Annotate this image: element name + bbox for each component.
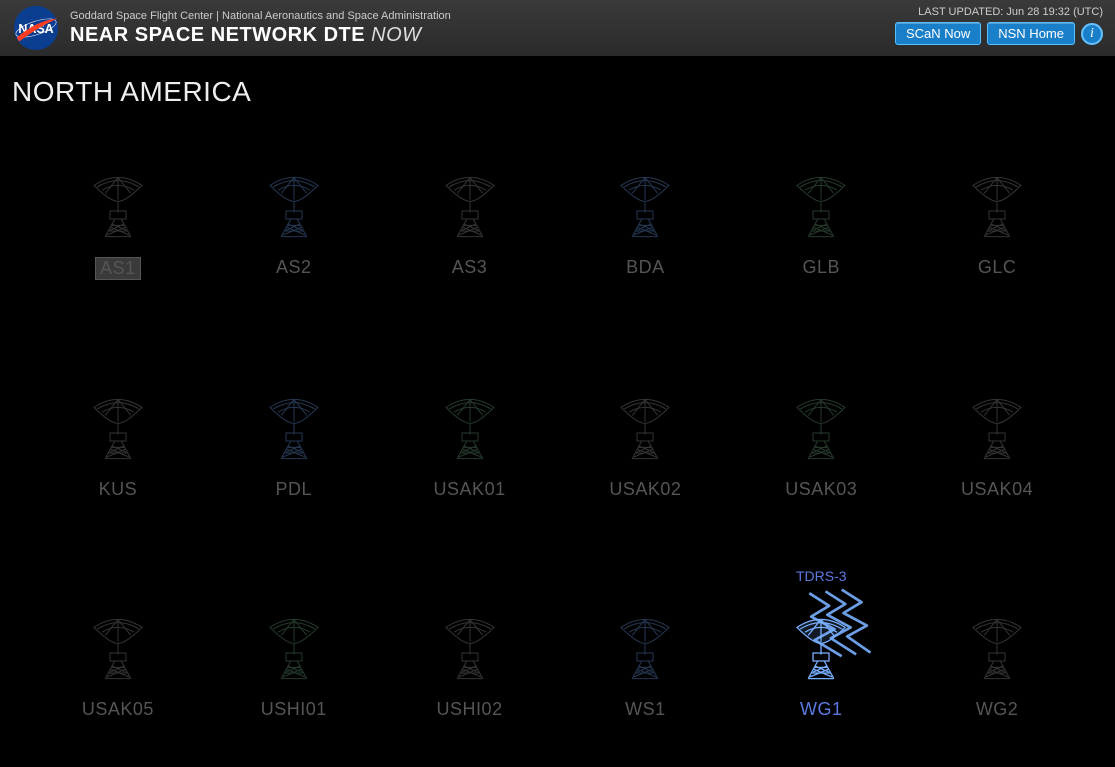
scan-now-button[interactable]: SCaN Now — [895, 22, 981, 45]
antenna-wrap — [78, 148, 158, 243]
station-label: GLB — [802, 257, 840, 278]
antenna-icon — [781, 385, 861, 465]
antenna-icon — [78, 163, 158, 243]
antenna-icon — [254, 385, 334, 465]
antenna-wrap — [781, 370, 861, 465]
site-title: NEAR SPACE NETWORK DTE NOW — [70, 24, 451, 47]
antenna-wrap — [957, 590, 1037, 685]
station-label: USHI01 — [261, 699, 327, 720]
nav-buttons: SCaN Now NSN Home i — [895, 22, 1103, 45]
signal-waves — [799, 586, 889, 681]
station-usak01[interactable]: USAK01 — [382, 370, 558, 500]
antenna-icon — [957, 605, 1037, 685]
station-glc[interactable]: GLC — [909, 148, 1085, 280]
station-ws1[interactable]: WS1 — [557, 590, 733, 720]
antenna-wrap — [430, 370, 510, 465]
station-label: AS1 — [95, 257, 141, 280]
antenna-wrap — [781, 590, 861, 685]
antenna-wrap — [781, 148, 861, 243]
station-usak04[interactable]: USAK04 — [909, 370, 1085, 500]
station-label: KUS — [99, 479, 138, 500]
antenna-wrap — [430, 148, 510, 243]
region-title: NORTH AMERICA — [12, 76, 1115, 108]
antenna-wrap — [78, 370, 158, 465]
org-line: Goddard Space Flight Center | National A… — [70, 10, 451, 22]
header-right: LAST UPDATED: Jun 28 19:32 (UTC) SCaN No… — [895, 6, 1103, 45]
station-grid: AS1 AS2 — [0, 108, 1115, 720]
antenna-icon — [254, 605, 334, 685]
antenna-wrap — [254, 370, 334, 465]
station-label: GLC — [978, 257, 1017, 278]
info-icon[interactable]: i — [1081, 23, 1103, 45]
header-titles: Goddard Space Flight Center | National A… — [70, 10, 451, 47]
antenna-icon — [78, 605, 158, 685]
site-header: NASA Goddard Space Flight Center | Natio… — [0, 0, 1115, 56]
antenna-wrap — [605, 148, 685, 243]
antenna-wrap — [254, 148, 334, 243]
station-as2[interactable]: AS2 — [206, 148, 382, 280]
station-glb[interactable]: GLB — [733, 148, 909, 280]
station-ushi02[interactable]: USHI02 — [382, 590, 558, 720]
station-as3[interactable]: AS3 — [382, 148, 558, 280]
station-usak05[interactable]: USAK05 — [30, 590, 206, 720]
last-updated: LAST UPDATED: Jun 28 19:32 (UTC) — [895, 6, 1103, 18]
station-usak02[interactable]: USAK02 — [557, 370, 733, 500]
station-label: WG2 — [976, 699, 1019, 720]
antenna-icon — [430, 605, 510, 685]
station-label: WS1 — [625, 699, 666, 720]
antenna-icon — [430, 163, 510, 243]
antenna-icon — [605, 385, 685, 465]
station-usak03[interactable]: USAK03 — [733, 370, 909, 500]
antenna-icon — [430, 385, 510, 465]
station-ushi01[interactable]: USHI01 — [206, 590, 382, 720]
signal-label: TDRS-3 — [796, 568, 847, 584]
antenna-wrap — [605, 590, 685, 685]
station-label: USAK01 — [434, 479, 506, 500]
signal-icon — [799, 586, 889, 676]
station-bda[interactable]: BDA — [557, 148, 733, 280]
antenna-icon — [957, 163, 1037, 243]
station-wg1[interactable]: TDRS-3 — [733, 590, 909, 720]
station-label: AS2 — [276, 257, 312, 278]
station-wg2[interactable]: WG2 — [909, 590, 1085, 720]
antenna-icon — [254, 163, 334, 243]
station-label: AS3 — [452, 257, 488, 278]
site-title-main: NEAR SPACE NETWORK DTE — [70, 24, 365, 46]
station-label: PDL — [275, 479, 312, 500]
antenna-icon — [605, 163, 685, 243]
station-label: USAK03 — [785, 479, 857, 500]
antenna-wrap — [957, 148, 1037, 243]
station-label: USAK02 — [609, 479, 681, 500]
antenna-wrap — [957, 370, 1037, 465]
station-label: USAK05 — [82, 699, 154, 720]
station-pdl[interactable]: PDL — [206, 370, 382, 500]
antenna-wrap — [430, 590, 510, 685]
antenna-icon — [957, 385, 1037, 465]
site-title-now: NOW — [371, 24, 421, 46]
station-label: USHI02 — [437, 699, 503, 720]
antenna-wrap — [78, 590, 158, 685]
station-label: BDA — [626, 257, 665, 278]
station-as1[interactable]: AS1 — [30, 148, 206, 280]
antenna-icon — [78, 385, 158, 465]
nasa-logo-icon: NASA — [12, 4, 60, 52]
nsn-home-button[interactable]: NSN Home — [987, 22, 1075, 45]
antenna-icon — [781, 163, 861, 243]
antenna-wrap — [605, 370, 685, 465]
station-label: WG1 — [800, 699, 843, 720]
antenna-wrap — [254, 590, 334, 685]
station-label: USAK04 — [961, 479, 1033, 500]
station-kus[interactable]: KUS — [30, 370, 206, 500]
antenna-icon — [605, 605, 685, 685]
